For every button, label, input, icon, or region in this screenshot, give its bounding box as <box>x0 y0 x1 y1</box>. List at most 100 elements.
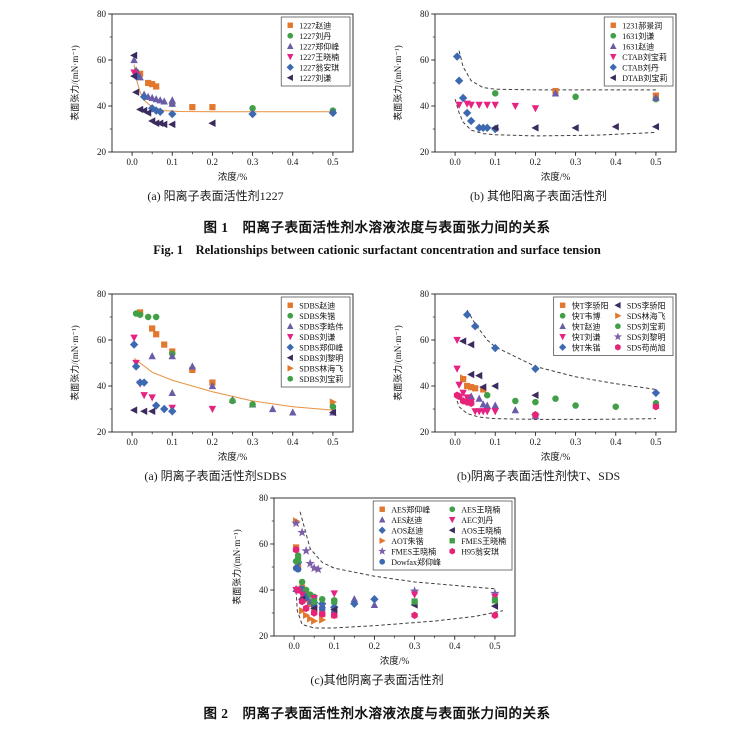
series-CTAB刘丹 <box>452 52 500 134</box>
axes: 0.0 0.1 0.2 0.3 0.4 0.5 20 40 60 80 <box>259 493 515 651</box>
chart-svg: 0.0 0.1 0.2 0.3 0.4 0.5 20 40 60 80 浓度/% 表面张力/(mN·m… <box>69 9 354 183</box>
chart-svg: 0.0 0.1 0.2 0.3 0.4 0.5 20 40 60 80 浓度/% 表面张力/(mN·m… <box>69 289 354 463</box>
chart-other-anionic-subcaption: (c)其他阴离子表面活性剂 <box>310 673 444 687</box>
svg-text:80: 80 <box>420 9 430 19</box>
series-1631赵迪 <box>551 89 660 102</box>
figure1-chart-row: 0.0 0.1 0.2 0.3 0.4 0.5 20 40 60 80 浓度/% 表面张力/(mN·m… <box>0 0 754 204</box>
y-axis-label: 表面张力/(mN·m⁻¹) <box>392 45 403 120</box>
legend-label: SDBS刘黎明 <box>299 353 343 363</box>
svg-text:0.1: 0.1 <box>167 437 178 447</box>
series-SDBS郑仰峰 <box>129 340 177 416</box>
svg-text:0.2: 0.2 <box>530 437 541 447</box>
legend-label: SDS林海飞 <box>627 311 666 321</box>
series-SDS苟尚旭 <box>453 391 660 419</box>
legend-label: AOS王晓楠 <box>461 525 501 535</box>
svg-text:0.3: 0.3 <box>570 437 582 447</box>
chart-anionic-sdbs-canvas: 0.0 0.1 0.2 0.3 0.4 0.5 20 40 60 80 浓度/% 表面张力/(mN·m… <box>68 286 363 466</box>
series-快T赵迪 <box>467 392 540 419</box>
svg-text:0.0: 0.0 <box>126 437 138 447</box>
legend-label: SDBS刘宝莉 <box>299 374 343 384</box>
series-CTAB刘宝莉 <box>455 100 540 113</box>
axes: 0.0 0.1 0.2 0.3 0.4 0.5 20 40 60 80 <box>97 9 354 167</box>
y-axis-label: 表面张力/(mN·m⁻¹) <box>69 325 80 400</box>
chart-other-anionic: 0.0 0.1 0.2 0.3 0.4 0.5 20 40 60 80 浓度/% 表面张力/(mN·m… <box>230 490 525 688</box>
series-1631刘谦 <box>491 90 660 103</box>
svg-text:0.3: 0.3 <box>570 157 582 167</box>
svg-text:60: 60 <box>420 55 430 65</box>
figure1-caption-en: Fig. 1 Relationships between cationic su… <box>153 243 601 257</box>
svg-text:80: 80 <box>97 289 107 299</box>
fit-curve-0 <box>299 511 495 590</box>
legend-label: SDBS朱锴 <box>299 311 335 321</box>
legend-label: 1227赵迪 <box>299 20 331 30</box>
axes: 0.0 0.1 0.2 0.3 0.4 0.5 20 40 60 80 <box>420 9 677 167</box>
svg-text:60: 60 <box>259 539 269 549</box>
chart-other-cationic: 0.0 0.1 0.2 0.3 0.4 0.5 20 40 60 80 浓度/% 表面张力/(mN·m… <box>391 6 686 204</box>
figure1-caption-zh: 图 1 阳离子表面活性剂水溶液浓度与表面张力间的关系 <box>203 220 551 235</box>
svg-text:0.3: 0.3 <box>247 437 259 447</box>
legend-label: 快T刘谦 <box>572 332 601 342</box>
legend-label: AES赵迪 <box>391 515 422 525</box>
y-axis-label: 表面张力/(mN·m⁻¹) <box>231 529 242 604</box>
svg-text:20: 20 <box>420 427 430 437</box>
legend-label: Dowfax郑仰峰 <box>391 557 441 567</box>
svg-text:0.4: 0.4 <box>610 437 622 447</box>
legend-label: SDBS赵迪 <box>299 300 335 310</box>
series-FMES王晓楠 <box>294 557 498 605</box>
legend-label: SDBS林海飞 <box>299 363 343 373</box>
series-SDBS刘宝莉 <box>229 397 337 410</box>
legend-label: CTAB刘丹 <box>622 62 659 72</box>
svg-text:0.2: 0.2 <box>530 157 541 167</box>
fit-curve-1 <box>295 591 503 629</box>
svg-text:0.5: 0.5 <box>327 157 339 167</box>
svg-text:80: 80 <box>420 289 430 299</box>
legend-label: 1227郑仰峰 <box>299 41 339 51</box>
svg-text:20: 20 <box>97 427 107 437</box>
legend-label: DTAB刘宝莉 <box>622 73 667 83</box>
legend-label: 快T韦博 <box>572 311 601 321</box>
series-快T刘谦 <box>453 336 499 416</box>
svg-text:0.0: 0.0 <box>288 641 300 651</box>
svg-text:0.5: 0.5 <box>650 437 662 447</box>
legend-label: SDS刘黎明 <box>627 332 666 342</box>
axes: 0.0 0.1 0.2 0.3 0.4 0.5 20 40 60 80 <box>420 289 677 447</box>
svg-text:0.1: 0.1 <box>490 437 501 447</box>
chart-anionic-sdbs: 0.0 0.1 0.2 0.3 0.4 0.5 20 40 60 80 浓度/% 表面张力/(mN·m… <box>68 286 363 484</box>
series-快T韦博 <box>483 391 620 410</box>
svg-text:60: 60 <box>97 335 107 345</box>
fit-curve-1 <box>454 395 656 420</box>
svg-text:60: 60 <box>420 335 430 345</box>
figure2-caption-zh: 图 2 阴离子表面活性剂水溶液浓度与表面张力间的关系 <box>203 706 551 721</box>
svg-text:0.1: 0.1 <box>490 157 501 167</box>
chart-other-anionic-canvas: 0.0 0.1 0.2 0.3 0.4 0.5 20 40 60 80 浓度/% 表面张力/(mN·m… <box>230 490 525 670</box>
legend-label: AOT朱锴 <box>391 536 423 546</box>
svg-text:0.3: 0.3 <box>247 157 259 167</box>
series-SDS李骄阳 <box>459 337 539 399</box>
legend-label: AOS赵迪 <box>391 525 423 535</box>
svg-text:0.5: 0.5 <box>489 641 501 651</box>
series-SDBS刘黎明 <box>130 406 337 417</box>
legend-label: 1631刘谦 <box>622 31 654 41</box>
x-axis-label: 浓度/% <box>218 171 248 183</box>
chart-cationic-1227-subcaption: (a) 阳离子表面活性剂1227 <box>147 189 284 203</box>
x-axis-label: 浓度/% <box>218 451 248 463</box>
svg-text:0.2: 0.2 <box>368 641 379 651</box>
y-axis-label: 表面张力/(mN·m⁻¹) <box>69 45 80 120</box>
svg-text:0.3: 0.3 <box>408 641 420 651</box>
legend: SDBS赵迪SDBS朱锴SDBS李皓伟SDBS刘谦SDBS郑仰峰SDBS刘黎明S… <box>280 296 351 388</box>
legend-label: SDS苟尚旭 <box>627 342 666 352</box>
svg-text:20: 20 <box>259 631 269 641</box>
fit-curve-0 <box>133 358 333 411</box>
chart-cationic-1227: 0.0 0.1 0.2 0.3 0.4 0.5 20 40 60 80 浓度/% 表面张力/(mN·m… <box>68 6 363 204</box>
legend-label: 1227翁安琪 <box>299 62 339 72</box>
series-SDBS刘谦 <box>130 334 217 414</box>
svg-text:80: 80 <box>259 493 269 503</box>
svg-text:40: 40 <box>97 381 107 391</box>
series-AOS王晓楠 <box>297 595 498 614</box>
y-axis-label: 表面张力/(mN·m⁻¹) <box>392 325 403 400</box>
chart-anionic-sdbs-subcaption: (a) 阴离子表面活性剂SDBS <box>144 469 287 483</box>
svg-text:0.0: 0.0 <box>449 437 461 447</box>
fit-curve-0 <box>458 50 656 91</box>
